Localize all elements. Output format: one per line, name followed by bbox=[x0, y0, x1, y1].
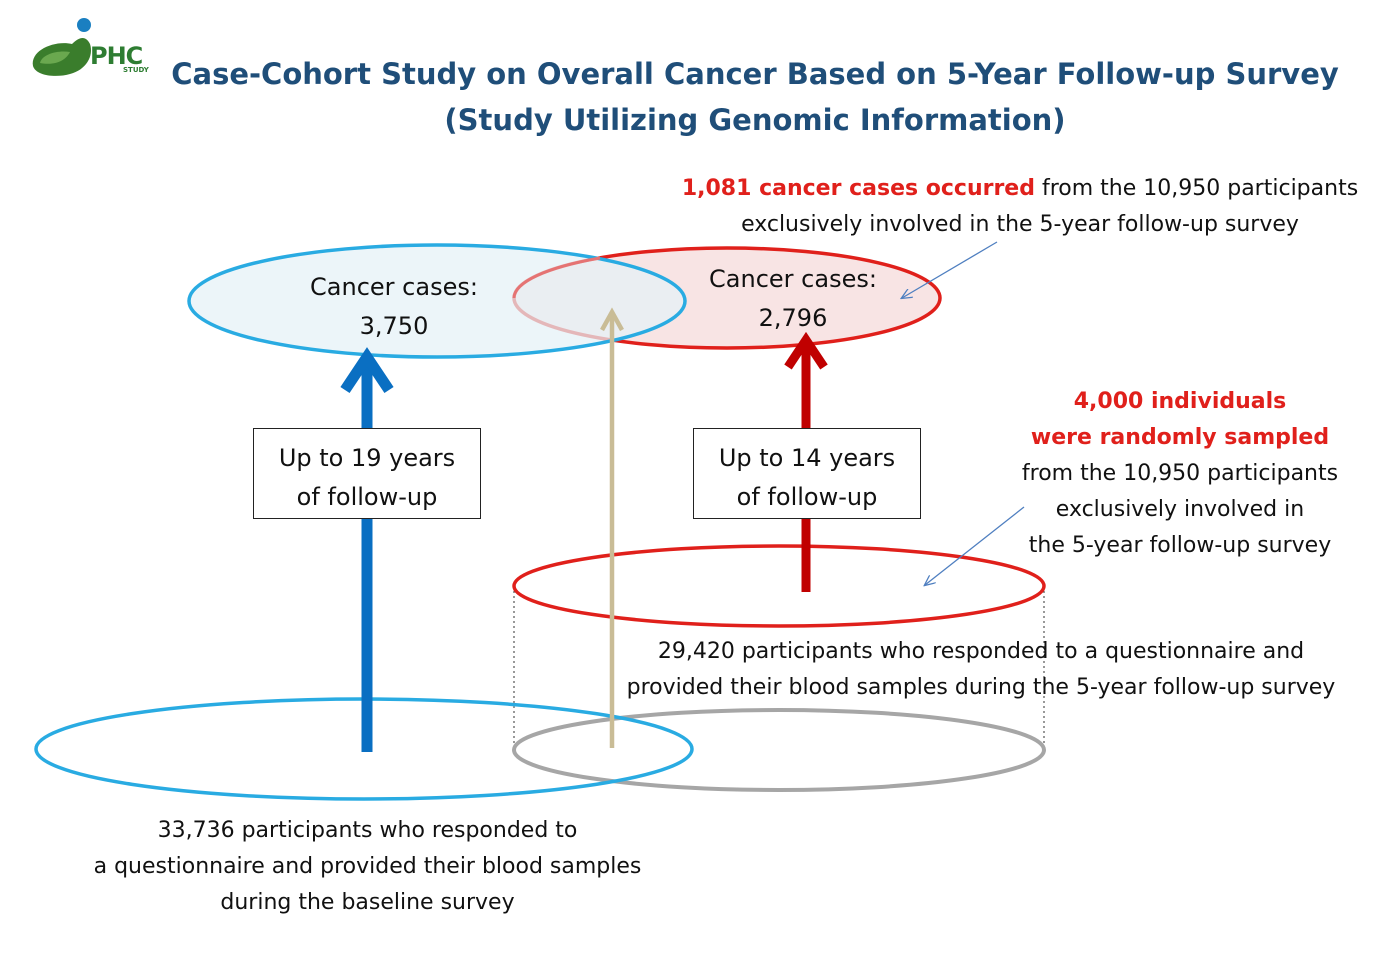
phc-logo-icon bbox=[32, 18, 92, 76]
sample-note-line-4: exclusively involved in bbox=[1055, 497, 1305, 522]
cases-note-line-2: exclusively involved in the 5-year follo… bbox=[741, 212, 1299, 237]
box-14-line-1: Up to 14 years bbox=[718, 444, 896, 472]
baseline-cases-label-line-1: Cancer cases: bbox=[310, 273, 478, 301]
follow-up-14-years-box: Up to 14 years of follow-up bbox=[693, 428, 921, 519]
baseline-participants-line-1: 33,736 participants who responded to bbox=[157, 818, 578, 843]
cases-note-rest: from the 10,950 participants bbox=[1034, 176, 1359, 201]
followup-participants-line-1: 29,420 participants who responded to a q… bbox=[657, 639, 1305, 664]
title-line-2: (Study Utilizing Genomic Information) bbox=[444, 103, 1066, 137]
followup-participants-line-2: provided their blood samples during the … bbox=[626, 675, 1336, 700]
sample-note: 4,000 individuals were randomly sampled … bbox=[980, 384, 1380, 564]
baseline-participants-line-2: a questionnaire and provided their blood… bbox=[93, 854, 642, 879]
followup-cases-label: Cancer cases: 2,796 bbox=[673, 260, 913, 338]
baseline-cases-count: 3,750 bbox=[359, 312, 429, 340]
box-19-line-2: of follow-up bbox=[296, 483, 438, 511]
box-14-line-2: of follow-up bbox=[736, 483, 878, 511]
baseline-cases-ellipse bbox=[187, 243, 687, 359]
followup-cases-ellipse-overlap-edge bbox=[512, 256, 601, 299]
baseline-participants-line-3: during the baseline survey bbox=[220, 890, 515, 915]
followup-base-ellipse bbox=[512, 708, 1046, 792]
tan-arrowhead bbox=[600, 307, 624, 332]
follow-up-19-years-box: Up to 19 years of follow-up bbox=[253, 428, 481, 519]
cases-callout-arrow bbox=[902, 241, 998, 298]
cases-note-highlight: 1,081 cancer cases occurred bbox=[681, 176, 1035, 201]
sample-note-line-1: 4,000 individuals bbox=[1073, 389, 1287, 414]
logo-sub: STUDY bbox=[123, 66, 149, 74]
sample-note-line-3: from the 10,950 participants bbox=[1021, 461, 1339, 486]
followup-sample-arrowhead bbox=[784, 331, 828, 370]
baseline-cases-label: Cancer cases: 3,750 bbox=[274, 268, 514, 346]
box-19-line-1: Up to 19 years bbox=[278, 444, 456, 472]
cases-note-line-1: 1,081 cancer cases occurred from the 10,… bbox=[640, 171, 1400, 207]
cases-note: 1,081 cancer cases occurred from the 10,… bbox=[640, 171, 1400, 243]
page-title: Case-Cohort Study on Overall Cancer Base… bbox=[150, 51, 1360, 143]
followup-participants-label: 29,420 participants who responded to a q… bbox=[566, 634, 1396, 706]
baseline-participants-label: 33,736 participants who responded to a q… bbox=[40, 813, 695, 921]
title-line-1: Case-Cohort Study on Overall Cancer Base… bbox=[171, 57, 1339, 91]
sample-note-line-5: the 5-year follow-up survey bbox=[1028, 533, 1332, 558]
sample-note-line-2: were randomly sampled bbox=[1030, 425, 1330, 450]
followup-sample-ellipse bbox=[512, 544, 1046, 628]
logo-name: PHC bbox=[90, 42, 143, 70]
baseline-followup-arrowhead bbox=[340, 347, 394, 394]
followup-cases-label-line-1: Cancer cases: bbox=[709, 265, 877, 293]
followup-cases-count: 2,796 bbox=[758, 304, 828, 332]
sample-callout-arrow bbox=[925, 506, 1025, 585]
